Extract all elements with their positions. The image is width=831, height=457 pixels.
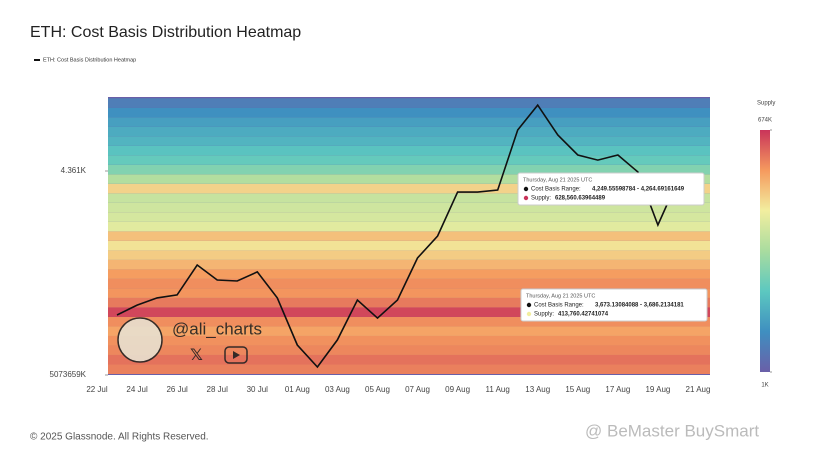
tooltip-dot bbox=[523, 195, 529, 201]
heat-band bbox=[108, 354, 710, 365]
heat-band bbox=[108, 221, 710, 232]
tooltip-range-label: Cost Basis Range: bbox=[534, 303, 584, 309]
heat-band bbox=[108, 155, 710, 165]
tooltip-supply-label: Supply: bbox=[531, 196, 551, 202]
heat-band bbox=[108, 259, 710, 270]
x-tick-label: 24 Jul bbox=[126, 385, 148, 394]
heat-band bbox=[108, 126, 710, 137]
heat-band bbox=[108, 240, 710, 251]
chart-title: ETH: Cost Basis Distribution Heatmap bbox=[30, 24, 301, 41]
x-tick-label: 19 Aug bbox=[645, 385, 670, 394]
youtube-play bbox=[233, 351, 240, 359]
heat-band bbox=[108, 202, 710, 213]
x-tick-label: 11 Aug bbox=[486, 385, 510, 394]
tooltip-range: 4,249.55598784 - 4,264.69161649 bbox=[592, 187, 685, 193]
tooltip-supply: 413,760.42741074 bbox=[558, 312, 609, 318]
tooltip-range-label: Cost Basis Range: bbox=[531, 187, 581, 193]
credit: @ BeMaster BuySmart bbox=[585, 421, 759, 440]
x-tick-label: 30 Jul bbox=[247, 385, 269, 394]
heat-band bbox=[108, 164, 710, 175]
x-tick-label: 21 Aug bbox=[686, 385, 711, 394]
tooltip-box bbox=[520, 288, 708, 322]
y-tick-label: 5073659K bbox=[50, 370, 87, 379]
tooltip-dot bbox=[526, 311, 532, 317]
tooltip-range: 3,673.13084088 - 3,686.2134181 bbox=[595, 303, 684, 309]
heat-band bbox=[108, 288, 710, 298]
colorbar-title: Supply bbox=[757, 101, 775, 107]
x-tick-label: 03 Aug bbox=[325, 385, 350, 394]
heat-band bbox=[108, 107, 710, 118]
youtube-icon bbox=[224, 346, 248, 364]
legend-label: ETH: Cost Basis Distribution Heatmap bbox=[43, 57, 136, 63]
x-tick-label: 09 Aug bbox=[445, 385, 470, 394]
tooltip-dot bbox=[526, 302, 532, 308]
x-tick-label: 05 Aug bbox=[365, 385, 390, 394]
x-tick-label: 22 Jul bbox=[86, 385, 108, 394]
x-tick-label: 07 Aug bbox=[405, 385, 430, 394]
colorbar bbox=[760, 130, 770, 372]
heat-band bbox=[108, 183, 710, 194]
heat-band bbox=[108, 117, 710, 127]
heat-band bbox=[108, 174, 710, 184]
tooltip-dot bbox=[523, 186, 529, 192]
heat-band bbox=[108, 345, 710, 355]
price-line bbox=[116, 103, 679, 369]
x-tick-label: 17 Aug bbox=[605, 385, 630, 394]
heat-band bbox=[108, 335, 710, 346]
tooltip-date: Thursday, Aug 21 2025 UTC bbox=[523, 177, 592, 183]
heat-band bbox=[108, 316, 710, 327]
heat-band bbox=[108, 193, 710, 203]
x-tick-label: 15 Aug bbox=[565, 385, 590, 394]
heat-band bbox=[108, 250, 710, 260]
x-icon: 𝕏 bbox=[190, 347, 203, 364]
plot-area bbox=[108, 97, 710, 375]
avatar bbox=[117, 317, 163, 363]
x-tick-label: 13 Aug bbox=[525, 385, 550, 394]
tooltip: Thursday, Aug 21 2025 UTC Cost Basis Rang… bbox=[520, 288, 708, 322]
heat-band bbox=[108, 212, 710, 222]
tooltip-supply-label: Supply: bbox=[534, 312, 554, 318]
heat-band bbox=[108, 231, 710, 241]
watermark-text: @ali_charts bbox=[172, 319, 262, 338]
heat-band bbox=[108, 98, 710, 108]
x-tick-label: 28 Jul bbox=[207, 385, 229, 394]
heat-band bbox=[108, 307, 710, 317]
tooltip-supply: 628,560.63964489 bbox=[555, 196, 606, 202]
y-tick-label: 4.361K bbox=[61, 166, 87, 175]
heat-band bbox=[108, 136, 710, 146]
watermark: @ali_charts 𝕏 bbox=[117, 317, 262, 364]
colorbar-label: 674K bbox=[758, 118, 772, 124]
tooltip: Thursday, Aug 21 2025 UTC Cost Basis Rang… bbox=[517, 172, 705, 206]
heat-band bbox=[108, 297, 710, 308]
x-tick-label: 01 Aug bbox=[285, 385, 310, 394]
heat-band bbox=[108, 278, 710, 289]
heat-band bbox=[108, 326, 710, 336]
heat-band bbox=[108, 145, 710, 156]
tooltip-box bbox=[517, 172, 705, 206]
tooltip-date: Thursday, Aug 21 2025 UTC bbox=[526, 293, 595, 299]
x-tick-label: 26 Jul bbox=[166, 385, 188, 394]
heat-band bbox=[108, 364, 710, 374]
colorbar-label: 1K bbox=[761, 383, 768, 389]
footer: © 2025 Glassnode. All Rights Reserved. bbox=[30, 432, 209, 443]
